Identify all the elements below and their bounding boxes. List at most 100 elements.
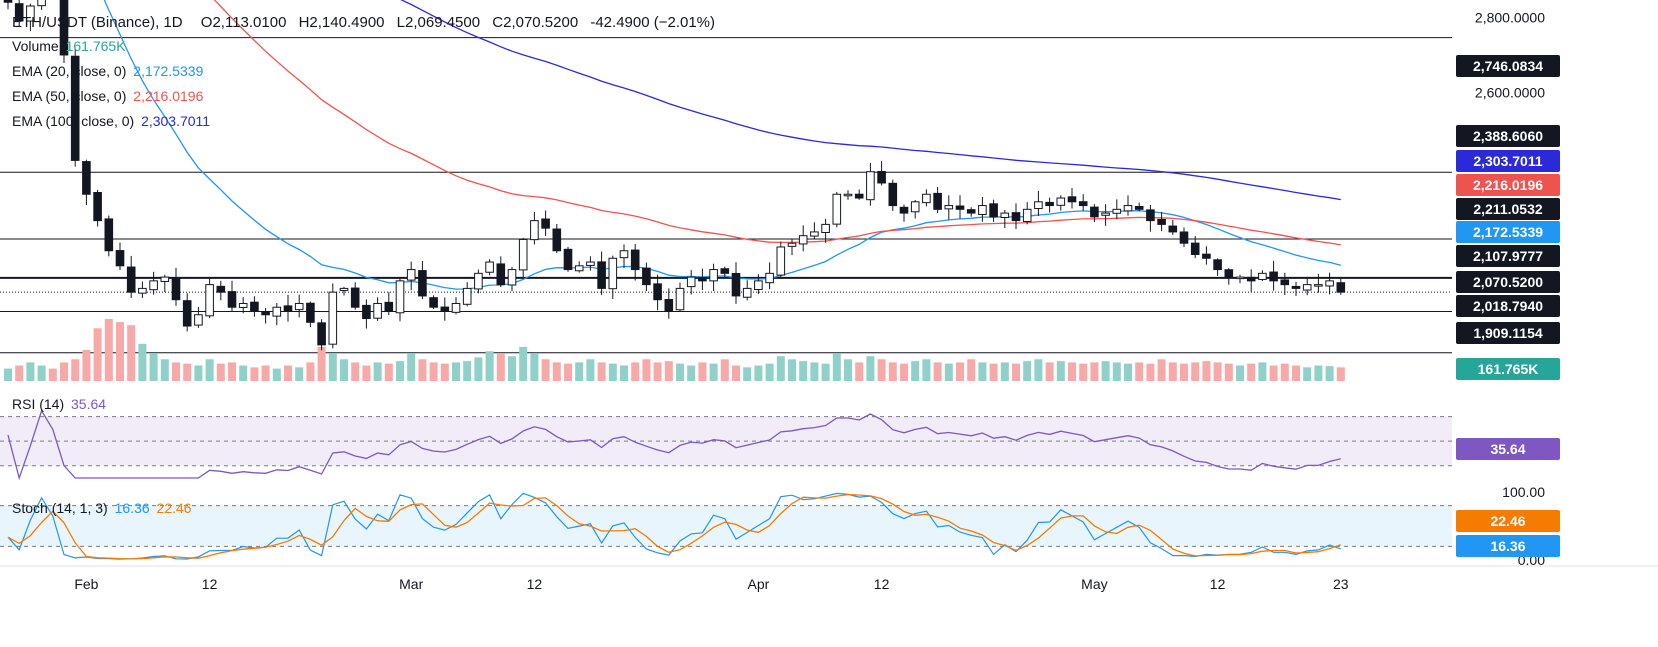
x-tick-label: Apr xyxy=(748,576,770,592)
candle-body xyxy=(1123,205,1133,212)
volume-bar xyxy=(541,359,550,381)
volume-bar xyxy=(1303,367,1312,381)
legend-ema20[interactable]: EMA (20, close, 0) 2,172.5339 xyxy=(12,63,203,80)
volume-bar xyxy=(60,362,68,381)
volume-bar xyxy=(1336,367,1345,381)
candle-body xyxy=(238,302,248,308)
volume-bar xyxy=(743,367,752,381)
candle-body xyxy=(138,287,147,294)
price-badge: 2,018.7940 xyxy=(1473,298,1543,314)
volume-bar xyxy=(1180,363,1188,381)
ema20-label: EMA (20, close, 0) xyxy=(12,63,127,79)
stoch-k-badge-bg xyxy=(1456,535,1560,557)
x-tick-label: May xyxy=(1081,576,1107,592)
volume-bar xyxy=(418,359,427,381)
candle-body xyxy=(1213,259,1222,271)
candle-body xyxy=(1280,279,1290,286)
rsi-line xyxy=(7,409,1341,481)
candle-body xyxy=(776,246,786,276)
candle-body xyxy=(406,269,416,281)
volume-bar xyxy=(216,363,225,381)
candle-body xyxy=(619,250,629,259)
stoch-k-value: 16.36 xyxy=(114,500,150,516)
legend-volume[interactable]: Volume 161.765K xyxy=(12,38,126,55)
candle-body xyxy=(227,291,237,308)
candle-body xyxy=(306,302,315,323)
stoch-d-badge: 22.46 xyxy=(1490,513,1525,529)
candle-body xyxy=(1101,212,1110,216)
volume-bar xyxy=(967,359,976,381)
stoch-d-badge-bg xyxy=(1456,510,1560,532)
volume-bar xyxy=(519,346,528,381)
candle-body xyxy=(586,261,595,266)
stoch-band xyxy=(0,505,1452,547)
rsi-badge-bg xyxy=(1456,438,1560,460)
legend-stoch[interactable]: Stoch (14, 1, 3) 16.36 22.46 xyxy=(12,500,192,517)
candle-body xyxy=(1034,201,1043,210)
volume-bar xyxy=(295,367,304,381)
candle-body xyxy=(1146,209,1155,222)
candle-body xyxy=(283,305,293,312)
volume-bar xyxy=(1146,363,1155,381)
volume-bar xyxy=(48,368,57,381)
volume-bar xyxy=(1280,363,1289,381)
volume-bar xyxy=(429,362,438,381)
candle-body xyxy=(194,314,203,326)
volume-bar xyxy=(1090,362,1099,381)
volume-bar xyxy=(149,353,158,381)
price-tick-label: 2,600.0000 xyxy=(1475,85,1545,101)
price-badge-bg xyxy=(1456,245,1560,267)
candle-body xyxy=(496,263,506,286)
volume-bar xyxy=(1012,363,1020,381)
volume-bar xyxy=(1236,365,1244,381)
ema50-line xyxy=(213,0,1341,246)
volume-bar xyxy=(362,365,371,381)
open-value: O2,113.0100 xyxy=(200,14,287,31)
candle-body xyxy=(474,272,483,290)
legend-ema100[interactable]: EMA (100, close, 0) 2,303.7011 xyxy=(12,113,210,130)
volume-bar xyxy=(676,363,684,381)
price-tick-label: 2,800.0000 xyxy=(1475,9,1545,25)
volume-bar xyxy=(1000,362,1009,381)
candle-body xyxy=(1056,197,1066,206)
price-badge-bg xyxy=(1456,198,1560,220)
candle-body xyxy=(765,272,774,284)
volume-badge: 161.765K xyxy=(1478,361,1539,377)
price-badge: 2,303.7011 xyxy=(1473,153,1543,169)
volume-bar xyxy=(1124,363,1132,381)
candle-body xyxy=(1067,196,1077,203)
volume-bar xyxy=(1202,361,1211,381)
volume-bar xyxy=(1023,361,1032,381)
volume-bar xyxy=(1112,362,1121,381)
volume-bar xyxy=(1135,362,1144,381)
candle-body xyxy=(1302,284,1312,291)
volume-bar xyxy=(642,359,651,381)
candle-body xyxy=(1314,284,1323,287)
volume-bar xyxy=(1034,359,1043,381)
volume-bar xyxy=(26,362,35,381)
candle-body xyxy=(93,191,102,222)
candle-body xyxy=(205,284,214,317)
high-value: H2,140.4900 xyxy=(298,14,385,31)
volume-badge-bg xyxy=(1456,358,1560,380)
volume-bar xyxy=(1168,362,1177,381)
volume-bar xyxy=(440,363,449,381)
legend-ema50[interactable]: EMA (50, close, 0) 2,216.0196 xyxy=(12,88,203,105)
candle-body xyxy=(653,283,662,301)
ema100-line xyxy=(400,0,1341,201)
candle-body xyxy=(754,280,763,291)
x-tick-label: 12 xyxy=(527,576,543,592)
candle-body xyxy=(126,266,136,293)
price-badge-bg xyxy=(1456,55,1560,77)
close-value: C2,070.5200 xyxy=(492,14,579,31)
candle-body xyxy=(843,193,853,197)
candle-body xyxy=(810,231,819,237)
volume-bar xyxy=(93,328,102,381)
volume-bar xyxy=(250,367,259,381)
candle-body xyxy=(574,265,584,272)
candle-body xyxy=(1202,253,1211,259)
ema20-value: 2,172.5339 xyxy=(133,63,204,79)
volume-bar xyxy=(183,363,192,381)
legend-rsi[interactable]: RSI (14) 35.64 xyxy=(12,396,106,413)
